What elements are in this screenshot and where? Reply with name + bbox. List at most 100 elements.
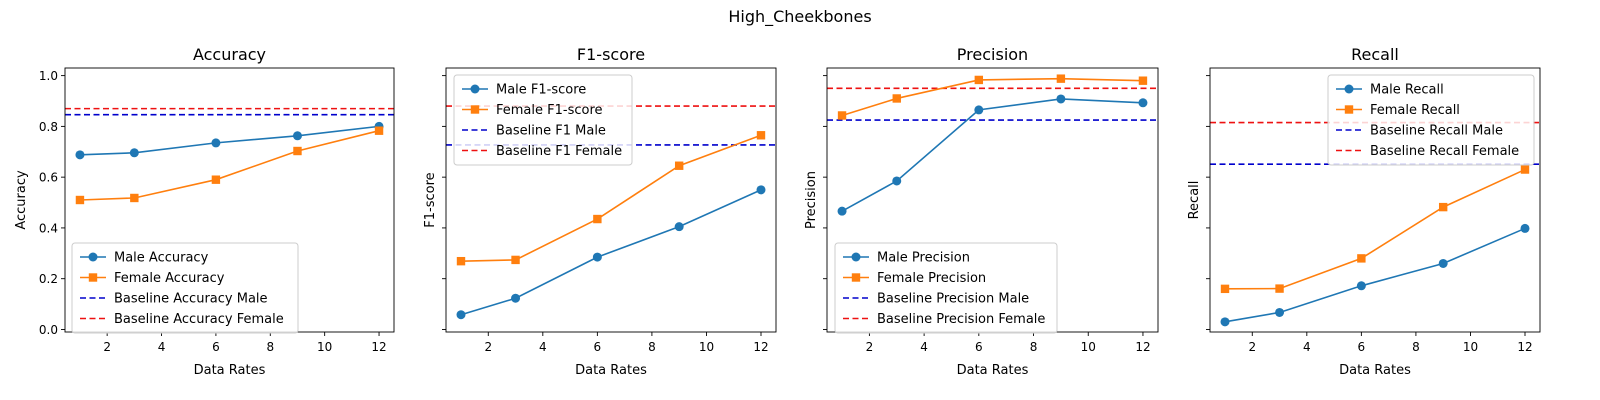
data-point-female-f1-score — [511, 255, 520, 265]
legend-label: Baseline Recall Male — [1370, 124, 1503, 139]
series-line-female-recall — [1224, 168, 1526, 290]
data-point-female-precision — [974, 75, 984, 85]
x-tick-label: 8 — [266, 340, 274, 354]
x-tick-label: 4 — [1303, 340, 1311, 354]
series-line-female-precision — [841, 77, 1143, 117]
subplot-f1-score: F1-score 2 4 6 8 10 12 Data Rates F1-score Male F… — [423, 45, 777, 378]
x-tick-label: 6 — [975, 340, 983, 354]
subplot-title: Accuracy — [193, 45, 266, 64]
data-point-female-recall — [1357, 254, 1366, 263]
data-point-female-recall — [1438, 202, 1448, 212]
legend-label: Female F1-score — [496, 103, 603, 118]
x-axis-label: Data Rates — [957, 363, 1029, 378]
y-axis-label: Precision — [804, 171, 819, 229]
data-point-male-precision — [837, 206, 847, 216]
subplot-precision: Precision 2 4 6 8 10 12 Data Rates Precision Male… — [804, 45, 1159, 378]
data-point-male-f1-score — [456, 310, 466, 320]
x-axis-label: Data Rates — [575, 363, 647, 378]
y-tick-label: 0.2 — [39, 272, 58, 286]
data-point-female-accuracy — [293, 146, 302, 156]
legend-label: Baseline Precision Female — [877, 312, 1045, 327]
y-tick-label: 0.8 — [39, 120, 58, 134]
subplot-recall: Recall 2 4 6 8 10 12 Data Rates Recall Male Recal… — [1187, 45, 1541, 378]
axes-frame — [445, 67, 777, 333]
x-tick-label: 12 — [371, 340, 386, 354]
x-tick-label: 4 — [158, 340, 166, 354]
x-tick-label: 10 — [699, 340, 714, 354]
x-tick-label: 2 — [484, 340, 492, 354]
subplot-title: Precision — [957, 45, 1028, 64]
legend-marker — [88, 252, 98, 262]
subplot-accuracy: Accuracy 2 4 6 8 10 12 0.0 0.2 0.4 0.6 0.8 1.0 Data R… — [14, 45, 395, 378]
data-point-male-accuracy — [75, 150, 85, 160]
subplot-title: F1-score — [577, 45, 645, 64]
legend-label: Baseline Recall Female — [1370, 144, 1519, 159]
figure-suptitle: High_Cheekbones — [728, 7, 871, 27]
legend: Male F1-score Female F1-score Baseline F1 … — [453, 74, 633, 166]
data-point-female-precision — [1138, 76, 1148, 85]
legend-marker — [851, 252, 861, 262]
legend-label: Baseline F1 Male — [496, 124, 606, 139]
x-tick-label: 2 — [103, 340, 111, 354]
x-tick-label: 2 — [1248, 340, 1256, 354]
legend-label: Baseline Accuracy Male — [114, 292, 268, 307]
legend-marker — [88, 273, 98, 282]
data-point-female-recall — [1220, 284, 1230, 294]
legend-label: Male Accuracy — [114, 251, 209, 266]
legend: Male Accuracy Female Accuracy Baseline Acc… — [71, 242, 299, 334]
y-axis-label: F1-score — [423, 172, 438, 227]
data-point-male-recall — [1520, 223, 1530, 233]
y-tick-label: 0.0 — [39, 323, 58, 337]
legend-label: Female Precision — [877, 271, 986, 286]
data-point-male-accuracy — [129, 148, 139, 158]
legend-label: Male Recall — [1370, 83, 1444, 98]
data-point-male-f1-score — [592, 252, 602, 262]
legend-label: Baseline F1 Female — [496, 144, 622, 159]
data-point-female-accuracy — [130, 193, 139, 203]
series-line-male-accuracy — [79, 125, 380, 156]
legend-label: Male F1-score — [496, 83, 586, 98]
data-point-female-precision — [1056, 74, 1066, 83]
legend-marker — [1344, 105, 1354, 114]
data-point-female-precision — [892, 94, 901, 103]
x-tick-label: 6 — [212, 340, 220, 354]
y-axis-label: Recall — [1187, 181, 1202, 220]
series-line-male-f1-score — [460, 189, 762, 316]
legend-marker — [1344, 84, 1354, 94]
data-point-male-recall — [1356, 281, 1366, 291]
x-tick-label: 6 — [1358, 340, 1366, 354]
data-point-female-recall — [1520, 165, 1530, 174]
legend: Male Recall Female Recall Baseline Recall … — [1327, 74, 1535, 166]
x-tick-label: 12 — [1517, 340, 1532, 354]
x-tick-label: 6 — [594, 340, 602, 354]
data-point-female-recall — [1275, 284, 1284, 293]
data-point-male-f1-score — [511, 293, 521, 303]
data-point-female-accuracy — [211, 175, 221, 184]
legend-label: Baseline Accuracy Female — [114, 312, 284, 327]
data-point-male-precision — [1138, 98, 1148, 108]
data-point-female-accuracy — [75, 195, 85, 205]
x-tick-label: 10 — [1081, 340, 1096, 354]
x-tick-label: 10 — [317, 340, 332, 354]
x-axis-label: Data Rates — [1339, 363, 1411, 378]
subplot-title: Recall — [1351, 45, 1399, 64]
y-axis-label: Accuracy — [14, 170, 29, 230]
y-tick-label: 0.4 — [39, 221, 58, 235]
data-point-male-recall — [1220, 317, 1230, 327]
x-tick-label: 4 — [539, 340, 547, 354]
data-point-female-precision — [837, 111, 847, 120]
data-point-male-recall — [1275, 307, 1285, 317]
data-point-female-f1-score — [456, 256, 466, 266]
legend-box — [453, 74, 633, 166]
legend-label: Baseline Precision Male — [877, 292, 1029, 307]
x-tick-label: 12 — [753, 340, 768, 354]
series-line-male-recall — [1224, 227, 1526, 323]
data-point-male-recall — [1438, 258, 1448, 268]
legend-label: Female Accuracy — [114, 271, 225, 286]
y-tick-label: 0.6 — [39, 171, 58, 185]
x-tick-label: 8 — [1412, 340, 1420, 354]
legend: Male Precision Female Precision Baseline P… — [834, 242, 1058, 334]
legend-marker — [470, 84, 480, 94]
data-point-male-f1-score — [674, 222, 684, 232]
legend-marker — [470, 105, 480, 114]
